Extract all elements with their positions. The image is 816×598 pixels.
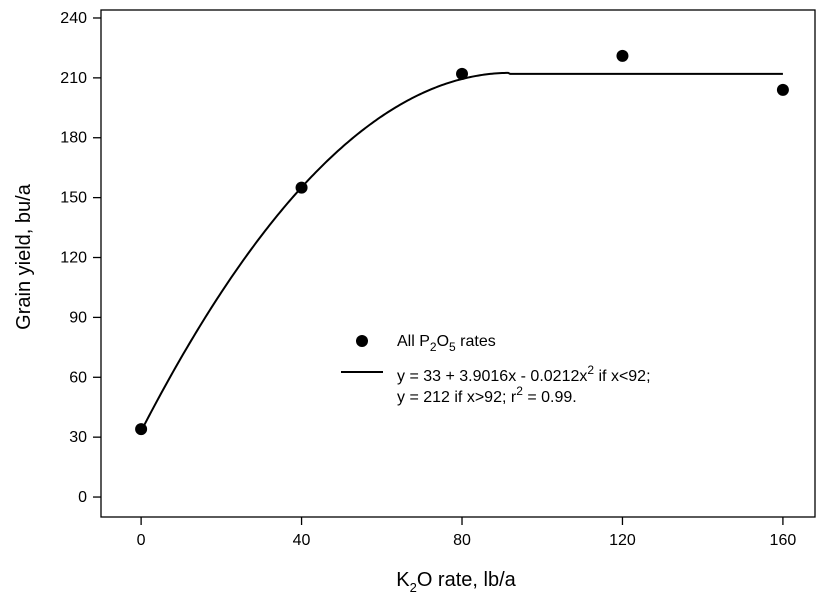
y-tick-label: 60 bbox=[69, 369, 87, 386]
y-tick-label: 30 bbox=[69, 429, 87, 446]
legend: All P2O5 rates y = 33 + 3.9016x - 0.0212… bbox=[341, 333, 651, 406]
legend-fit-label-line1: y = 33 + 3.9016x - 0.0212x2 if x<92; bbox=[397, 363, 651, 385]
x-axis-ticks: 0 40 80 120 160 bbox=[137, 517, 797, 549]
x-tick-label: 120 bbox=[609, 532, 636, 549]
x-axis-title-main: K bbox=[396, 569, 410, 591]
plot-border bbox=[100, 9, 816, 518]
y-tick-label: 120 bbox=[60, 250, 87, 267]
y-axis-ticks: 0 30 60 90 120 150 180 210 240 bbox=[60, 10, 101, 506]
x-tick-label: 160 bbox=[770, 532, 797, 549]
legend-fit-label-line2: y = 212 if x>92; r2 = 0.99. bbox=[397, 384, 577, 406]
data-point bbox=[295, 181, 308, 194]
y-tick-label: 0 bbox=[78, 489, 87, 506]
y-axis-title: Grain yield, bu/a bbox=[13, 183, 35, 330]
plot-frame bbox=[100, 9, 816, 518]
data-point bbox=[776, 83, 789, 96]
y-tick-label: 210 bbox=[60, 70, 87, 87]
legend-points-label: All P2O5 rates bbox=[397, 333, 496, 354]
y-tick-label: 150 bbox=[60, 190, 87, 207]
x-axis-title-sub: 2 bbox=[410, 580, 417, 595]
x-axis-title-rest: O rate, lb/a bbox=[417, 569, 517, 591]
y-tick-label: 180 bbox=[60, 130, 87, 147]
x-axis-title: K2O rate, lb/a bbox=[396, 569, 516, 595]
legend-point-marker bbox=[356, 335, 368, 347]
data-points bbox=[135, 49, 789, 436]
x-tick-label: 80 bbox=[453, 532, 471, 549]
y-tick-label: 240 bbox=[60, 10, 87, 27]
y-tick-label: 90 bbox=[69, 309, 87, 326]
data-point bbox=[456, 67, 469, 80]
data-point bbox=[135, 423, 148, 436]
x-tick-label: 40 bbox=[293, 532, 311, 549]
x-tick-label: 0 bbox=[137, 532, 146, 549]
data-point bbox=[616, 49, 629, 62]
